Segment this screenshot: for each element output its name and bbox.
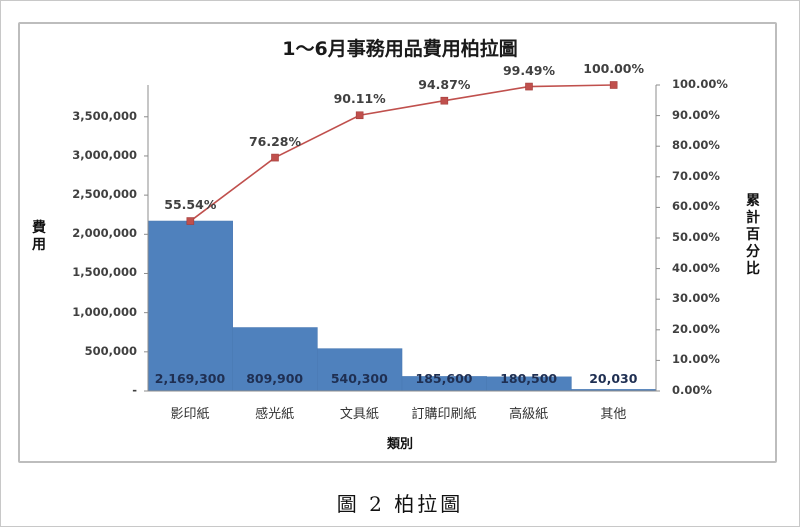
x-tick-label: 其他 [600,407,627,422]
y-tick-label: 2,500,000 [72,187,137,202]
line-marker [271,153,279,162]
line-value-label: 55.54% [164,197,217,213]
figure-caption: 圖 2 柏拉圖 [336,492,464,516]
line-value-label: 94.87% [418,76,471,92]
bar [317,348,403,392]
y-tick-label: 1,500,000 [72,265,137,280]
y2-tick-label: 10.00% [672,352,720,367]
y2-tick-label: 40.00% [672,260,720,275]
y2-tick-label: 0.00% [672,383,712,397]
bar [232,327,318,392]
y2-tick-label: 50.00% [672,230,720,244]
bar-value-label: 2,169,300 [154,371,226,386]
line-marker [355,111,364,120]
y2-tick-label: 30.00% [672,291,720,306]
bar [147,220,233,392]
bar-value-label: 185,600 [415,371,473,386]
bar-value-label: 809,900 [246,371,304,386]
line-value-label: 76.28% [248,133,302,149]
y-tick-label: 3,500,000 [72,108,137,123]
x-tick-label: 高級紙 [509,407,549,422]
chart-title: 1～6月事務用品費用柏拉圖 [282,38,518,60]
x-axis-title: 類別 [386,437,413,452]
x-tick-label: 文具紙 [339,407,379,422]
y2-tick-label: 90.00% [672,107,720,122]
bar-value-label: 20,030 [589,371,638,386]
y2-tick-label: 20.00% [672,321,720,336]
y-tick-label: 2,000,000 [72,226,137,241]
line-marker [186,217,195,225]
x-tick-label: 影印紙 [170,407,210,422]
line-value-label: 99.49% [502,62,556,78]
y-tick-label: 500,000 [84,343,137,358]
y2-tick-label: 80.00% [672,138,720,153]
bar-value-label: 180,500 [500,371,558,386]
y-tick-label: - [132,383,137,397]
y2-tick-label: 100.00% [672,77,728,91]
y-tick-label: 3,000,000 [72,147,137,162]
line-value-label: 90.11% [333,91,386,107]
y2-tick-label: 60.00% [672,199,720,214]
line-marker [609,81,618,89]
cumulative-line [189,84,614,222]
y2-tick-label: 70.00% [672,168,720,183]
y-tick-label: 1,000,000 [72,304,137,319]
bar-value-label: 540,300 [330,371,388,386]
x-tick-label: 感光紙 [255,407,295,422]
y-axis-title: 費用 [32,220,46,253]
line-value-label: 100.00% [583,61,645,76]
x-tick-label: 訂購印刷紙 [411,407,477,422]
line-marker [525,82,533,91]
y2-axis-title: 累計百分比 [746,193,760,277]
line-marker [440,96,449,105]
